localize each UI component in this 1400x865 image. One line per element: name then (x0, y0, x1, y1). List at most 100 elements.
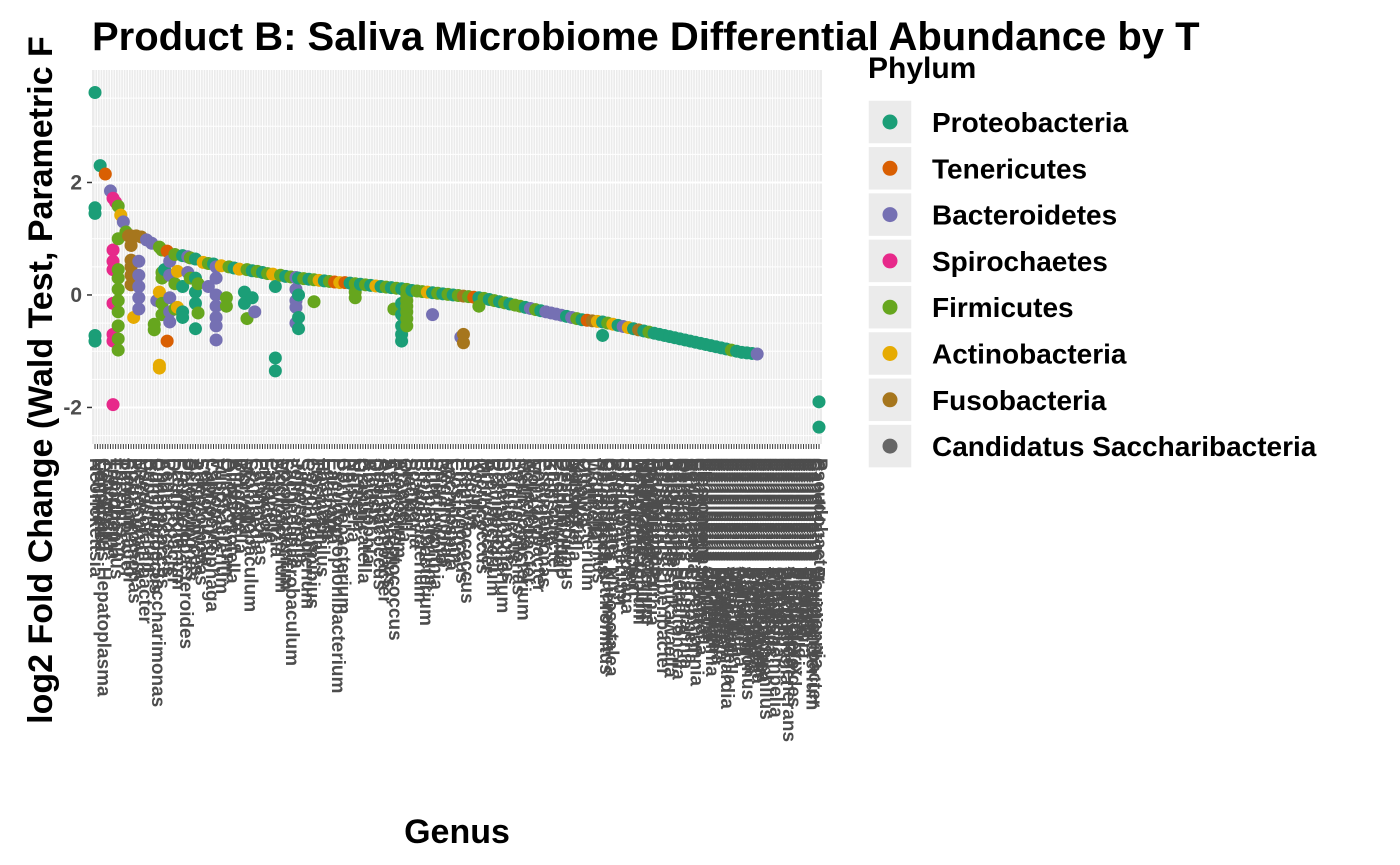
x-tick-label: Ottowia (572, 458, 593, 528)
x-tick-label: Helcococcus (593, 458, 614, 575)
x-tick-label: Candidatus Blochmannia (685, 458, 706, 686)
legend-label: Bacteroidetes (932, 200, 1117, 231)
x-tick-label: Candidatus Saccharimonas (147, 458, 168, 707)
data-point (132, 254, 146, 268)
data-point (176, 280, 190, 294)
x-tick-label: Pseudomonas (533, 458, 554, 588)
x-tick-label: Rothia (337, 458, 358, 518)
x-tick-label: Cutibacterium (420, 458, 441, 586)
x-tick-label: Alloprevotella (222, 458, 243, 584)
x-tick-label: Streptococcus (368, 458, 389, 590)
x-tick-label: Candidatus Hodgkinia (794, 458, 815, 659)
x-tick-label: Aggregatibacter (374, 458, 395, 604)
chart-title: Product B: Saliva Microbiome Differentia… (92, 15, 1200, 59)
data-point (152, 361, 166, 375)
x-tick-label: Granulicatella (353, 458, 374, 584)
x-tick-label: Eikenella (317, 458, 338, 541)
x-tick-label: Candidatus Doolittlea (721, 458, 742, 654)
x-tick-label: Lonsdalea (90, 458, 111, 552)
x-tick-label: Erwinia (88, 458, 109, 526)
data-point (191, 277, 205, 291)
x-tick-label: Candidatus Ishikawaella (750, 458, 771, 678)
x-tick-label: Candidatus Ruthmannia (701, 458, 722, 677)
legend-swatch (882, 160, 898, 176)
data-point (176, 310, 190, 324)
x-tick-label: Candidatus Nardonella (706, 458, 727, 665)
x-tick-label: Candidatus Kleidoceria (745, 458, 766, 670)
x-tick-label: Candidatus Karelsulcia (781, 458, 802, 669)
data-point (160, 334, 174, 348)
data-point (209, 333, 223, 347)
x-tick-label: Eubacterium (139, 458, 160, 573)
x-tick-label: Porphyrobacteroides (175, 458, 196, 649)
y-axis: -2 0 2 (63, 171, 92, 419)
x-tick-label: Kocuria (466, 458, 487, 529)
x-tick-label: Selenomonas (180, 458, 201, 582)
x-tick-label: Enterobacter (544, 458, 565, 576)
x-tick-label: Blastomonas (647, 458, 668, 577)
x-tick-label: Candidatus Sulcia (770, 458, 791, 623)
legend-swatch (882, 114, 898, 130)
x-tick-label: Candidatus Tremblaya (711, 458, 732, 661)
data-point (106, 243, 120, 257)
x-tick-label: Candidatus Katsuia (757, 458, 778, 636)
data-point (147, 323, 161, 337)
data-point (111, 282, 125, 296)
x-tick-label: Hallella (559, 458, 580, 525)
x-tick-label: Desulfobacter (162, 458, 183, 585)
legend-label: Firmicutes (932, 292, 1074, 323)
data-point (348, 291, 362, 305)
x-tick-label: Centipeda (245, 458, 266, 550)
x-tick-label: Neorickettsia (85, 458, 106, 578)
x-tick-label: Candidatus Carsonella (680, 458, 701, 664)
legend-label: Candidatus Saccharibacteria (932, 431, 1317, 462)
x-tick-label: Dialister (363, 458, 384, 534)
x-tick-label: Pedobacter (603, 458, 624, 562)
x-tick-label: Scardovia (404, 458, 425, 549)
x-tick-label: Candidatus Westeberhardia (716, 458, 737, 709)
x-tick-label: Kaistia (654, 458, 675, 521)
x-tick-label: Corynebacterium (332, 458, 353, 614)
x-tick-label: Hafnia (678, 458, 699, 517)
x-tick-label: Megasphaera (129, 458, 150, 580)
data-point (307, 295, 321, 309)
data-point (292, 322, 306, 336)
x-tick-label: Solobacterium (276, 458, 297, 590)
x-tick-label: Candidatus Symbiothrix (786, 458, 807, 677)
x-tick-label: Filifactor (255, 458, 276, 539)
x-tick-label: Tannerella (98, 458, 119, 552)
x-tick-label: Bifidobacterium (410, 458, 431, 603)
x-tick-label: Oerskovia (672, 458, 693, 550)
x-tick-label: Marinobacter (639, 458, 660, 578)
x-tick-label: Candidatus Liberibacter (652, 458, 673, 676)
legend-swatch (882, 207, 898, 223)
x-tick-label: Candidatus Portiera (696, 458, 717, 639)
x-tick-label: Dermabacter (487, 458, 508, 575)
x-tick-label: Candidatus Rohrkolberia (747, 458, 768, 684)
x-tick-label: Simonsiella (291, 458, 312, 564)
x-tick-label: Actinobacillus (379, 458, 400, 588)
x-tick-label: Candidatus Azobacteroides (783, 458, 804, 708)
x-tick-label: Brachybacterium (492, 458, 513, 613)
x-tick-label: Candidatus Pantoea (714, 458, 735, 641)
x-tick-label: Cellulomonas (497, 458, 518, 583)
x-tick-label: Megamonas (435, 458, 456, 568)
x-tick-label: Candidatus Gillettellia (768, 458, 789, 658)
legend-swatch (882, 299, 898, 315)
x-tick-label: Stomatobaculum (240, 458, 261, 612)
x-tick-label: Candidatus Schmidhempelia (765, 458, 786, 718)
data-point (111, 271, 125, 285)
x-tick-label: Actinomyces (185, 458, 206, 576)
data-point (98, 167, 112, 181)
x-tick-label: Peptostreptococcus (384, 458, 405, 641)
x-tick-label: Gemella (348, 458, 369, 532)
x-tick-label: Candidatus Nitrosotalea (600, 458, 621, 677)
x-tick-label: Hydrotalea (634, 458, 655, 557)
data-point (750, 347, 764, 361)
data-point (209, 288, 223, 302)
x-tick-label: Psychrobacter (644, 458, 665, 591)
x-tick-label: Aerococcus (665, 458, 686, 567)
data-point (170, 264, 184, 278)
data-point (201, 280, 215, 294)
x-tick-label: Fretibacterium (167, 458, 188, 590)
